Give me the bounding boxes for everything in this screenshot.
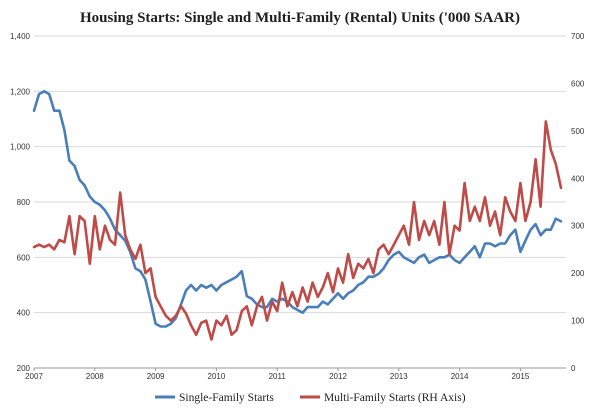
x-tick-label: 2007 (25, 372, 43, 381)
multi-family-series-line (32, 120, 563, 341)
y-right-tick-label: 200 (571, 269, 585, 278)
y-left-tick-label: 600 (17, 253, 31, 262)
x-tick-label: 2014 (451, 372, 469, 381)
x-tick-label: 2011 (269, 372, 287, 381)
legend: Single-Family Starts Multi-Family Starts … (155, 392, 466, 404)
legend-item-single-family: Single-Family Starts (155, 392, 274, 404)
single-family-series-line (32, 90, 563, 328)
axes: 200 400 600 800 1,000 1,200 1,400 0 100 200 300 400… (10, 32, 585, 381)
x-tick-label: 2013 (390, 372, 408, 381)
y-right-tick-label: 500 (571, 127, 585, 136)
y-right-tick-label: 100 (571, 317, 585, 326)
x-tick-label: 2008 (86, 372, 104, 381)
legend-label: Multi-Family Starts (RH Axis) (324, 392, 466, 404)
x-tick-label: 2012 (329, 372, 347, 381)
x-tick-label: 2010 (208, 372, 226, 381)
x-tick-label: 2015 (512, 372, 530, 381)
legend-item-multi-family: Multi-Family Starts (RH Axis) (300, 392, 466, 404)
gridlines (34, 35, 566, 369)
y-right-tick-label: 0 (571, 364, 576, 373)
chart-title: Housing Starts: Single and Multi-Family … (80, 10, 520, 26)
y-right-tick-label: 400 (571, 174, 585, 183)
y-right-tick-label: 300 (571, 222, 585, 231)
series-lines (32, 90, 563, 341)
y-left-tick-label: 1,000 (10, 143, 31, 152)
x-tick-label: 2009 (147, 372, 165, 381)
y-right-tick-label: 600 (571, 79, 585, 88)
y-left-tick-label: 800 (17, 198, 31, 207)
y-right-tick-label: 700 (571, 32, 585, 41)
y-left-tick-label: 400 (17, 309, 31, 318)
legend-label: Single-Family Starts (179, 392, 274, 404)
y-left-tick-label: 200 (17, 364, 31, 373)
y-left-tick-label: 1,200 (10, 87, 31, 96)
y-left-tick-label: 1,400 (10, 32, 31, 41)
